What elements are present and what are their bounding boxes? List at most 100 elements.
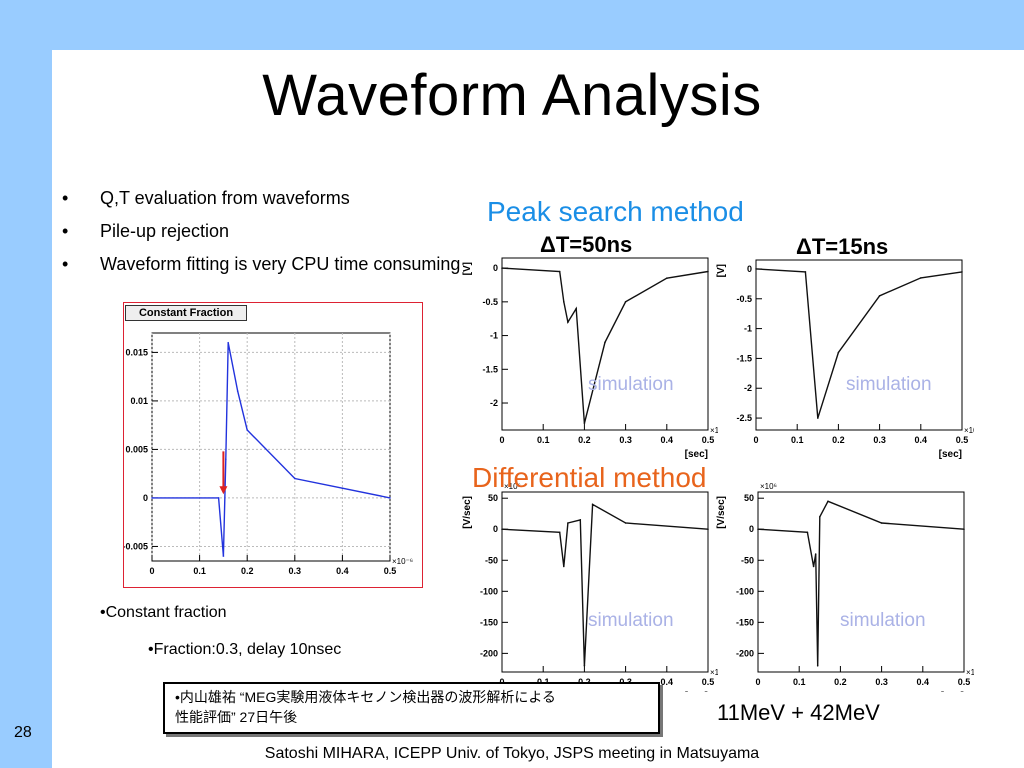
x-exponent: ×10⁻⁶	[710, 426, 718, 435]
delta-t-15-label: ΔT=15ns	[796, 234, 889, 259]
data-point	[294, 477, 296, 480]
simulation-label: simulation	[588, 374, 674, 395]
y-axis-label: [V/sec]	[462, 496, 473, 529]
x-tick-label: 0.1	[793, 677, 806, 687]
reference-box: •内山雄祐 “MEG実験用液体キセノン検出器の波形解析による 性能評価” 27日…	[163, 682, 660, 734]
y-tick-label: 0	[749, 524, 754, 534]
peak-15ns-plot: 0 0.1 0.2 0.3 0.4 0.5 0 -0.5 -1 -1.5 -2 -2.5 ×10⁻⁶ [s…	[716, 259, 974, 460]
data-point	[583, 665, 586, 667]
x-exponent: ×10⁻⁶	[964, 426, 974, 435]
y-tick-label: -200	[736, 648, 754, 658]
y-tick-label: -1.5	[736, 353, 752, 363]
constant-fraction-label: Constant Fraction	[125, 305, 247, 321]
data-point	[827, 500, 829, 503]
x-tick-label: 0.2	[578, 435, 591, 445]
x-tick-label: 0.1	[193, 566, 206, 576]
data-point	[567, 522, 569, 524]
x-tick-label: 0.5	[384, 566, 397, 576]
x-tick-label: 0.4	[915, 435, 928, 445]
slide-number: 28	[14, 724, 32, 741]
plot-frame	[501, 491, 709, 673]
data-point	[816, 665, 819, 667]
data-point	[624, 522, 627, 524]
data-point	[757, 528, 759, 530]
data-point	[755, 268, 757, 270]
energy-label: 11MeV + 42MeV	[717, 700, 880, 725]
data-point	[961, 271, 963, 273]
x-axis-label: [sec]	[685, 449, 708, 460]
y-tick-label: 50	[744, 493, 754, 503]
x-tick-label: 0.1	[791, 435, 804, 445]
x-tick-label: 0.5	[702, 677, 715, 687]
y-tick-label: -0.5	[482, 297, 498, 307]
y-tick-label: -2.5	[736, 413, 752, 423]
x-tick-label: 0.2	[241, 566, 254, 576]
data-point	[225, 458, 227, 460]
data-point	[817, 417, 819, 419]
bullet-item: Q,T evaluation from waveforms	[62, 186, 462, 210]
x-tick-label: 0.3	[873, 435, 886, 445]
y-tick-label: 0	[143, 493, 148, 503]
x-tick-label: 0.3	[289, 566, 302, 576]
data-point	[563, 301, 565, 303]
data-point	[604, 341, 606, 344]
data-point	[563, 565, 565, 568]
x-tick-label: 0.3	[875, 677, 888, 687]
peak-search-title: Peak search method	[487, 196, 744, 227]
simulation-label: simulation	[840, 610, 926, 631]
data-point	[707, 528, 709, 530]
plot-frame	[151, 332, 391, 562]
data-point	[878, 295, 881, 297]
y-tick-label: -50	[741, 555, 754, 565]
y-axis-label: [V]	[716, 264, 727, 277]
y-exponent: ×10⁶	[760, 482, 777, 491]
data-point	[389, 497, 391, 499]
constant-fraction-plot: 0 0.1 0.2 0.3 0.4 0.5 -0.005 0 0.005 0.01 0.015 ×10…	[124, 332, 413, 576]
data-point	[819, 516, 821, 518]
y-tick-label: -200	[480, 648, 498, 658]
data-point	[567, 321, 569, 323]
x-tick-label: 0.2	[832, 435, 845, 445]
data-point	[151, 497, 153, 499]
x-tick-label: 0.2	[834, 677, 847, 687]
y-tick-label: 0.01	[130, 396, 148, 406]
data-point	[575, 307, 577, 310]
bullet-list: Q,T evaluation from waveforms Pile-up re…	[62, 186, 462, 285]
y-tick-label: -100	[480, 586, 498, 596]
y-tick-label: 0.015	[125, 347, 148, 357]
x-tick-label: 0.4	[661, 435, 674, 445]
top-band	[0, 0, 1024, 50]
data-point	[579, 519, 582, 521]
y-axis-label: [V]	[462, 262, 473, 275]
data-point	[246, 429, 248, 431]
y-exponent: ×10⁶	[504, 482, 521, 491]
y-tick-label: 0.005	[125, 444, 148, 454]
x-tick-label: 0.4	[917, 677, 930, 687]
data-point	[583, 422, 586, 425]
reference-line: 性能評価” 27日午後	[175, 709, 298, 725]
data-point	[227, 341, 229, 344]
x-tick-label: 0.4	[336, 566, 349, 576]
data-point	[217, 497, 220, 499]
y-tick-label: -2	[490, 398, 498, 408]
y-tick-label: -150	[736, 617, 754, 627]
data-point	[963, 528, 965, 530]
waveform-line	[501, 267, 709, 424]
y-tick-label: -0.005	[124, 541, 148, 551]
x-exponent: ×10⁻⁶	[710, 668, 718, 677]
data-point	[812, 565, 815, 568]
x-tick-label: 0.1	[537, 435, 550, 445]
y-tick-label: 50	[488, 493, 498, 503]
data-point	[707, 270, 709, 273]
data-point	[666, 277, 668, 279]
x-axis-label: [sec]	[939, 449, 962, 460]
data-point	[591, 503, 594, 506]
data-point	[501, 267, 503, 269]
bullet-item: Pile-up rejection	[62, 219, 462, 243]
x-tick-label: 0	[755, 677, 760, 687]
x-axis-label: [sec]	[941, 691, 964, 692]
delta-t-50-label: ΔT=50ns	[540, 232, 633, 257]
slide-title: Waveform Analysis	[262, 63, 762, 128]
y-tick-label: -0.5	[736, 294, 752, 304]
simulation-label: simulation	[588, 610, 674, 631]
